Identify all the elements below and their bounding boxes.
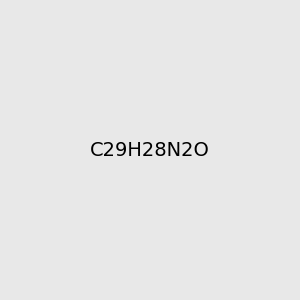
Text: C29H28N2O: C29H28N2O xyxy=(90,140,210,160)
